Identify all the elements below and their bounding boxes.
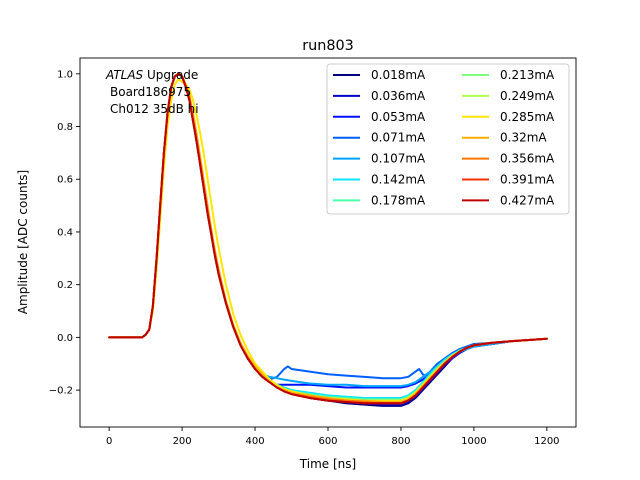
annotation-board: Board186975 bbox=[110, 85, 191, 99]
y-tick-label: −0.2 bbox=[49, 386, 73, 397]
legend-entry: 0.053mA bbox=[333, 110, 426, 124]
y-tick-label: 1.0 bbox=[57, 69, 73, 80]
legend-entry: 0.142mA bbox=[333, 173, 426, 187]
legend-label: 0.142mA bbox=[371, 173, 426, 187]
legend-entry: 0.071mA bbox=[333, 131, 426, 145]
legend-box bbox=[326, 63, 570, 215]
annotation-line-1: ATLAS Upgrade bbox=[105, 68, 198, 82]
legend-entry: 0.285mA bbox=[462, 110, 555, 124]
x-tick-label: 400 bbox=[246, 436, 265, 447]
legend: 0.018mA 0.036mA 0.053mA 0.071mA 0.107mA 0.142… bbox=[333, 68, 555, 207]
legend-entry: 0.356mA bbox=[462, 152, 555, 166]
x-axis-label: Time [ns] bbox=[299, 457, 356, 471]
legend-label: 0.071mA bbox=[371, 131, 426, 145]
y-tick-label: 0.8 bbox=[57, 122, 73, 133]
y-tick-label: 0.0 bbox=[57, 333, 73, 344]
annotation-upgrade: Upgrade bbox=[143, 68, 198, 82]
legend-label: 0.356mA bbox=[500, 152, 555, 166]
legend-entry: 0.107mA bbox=[333, 152, 426, 166]
axis-ticks: 0 200 400 600 800 1000 1200 −0.2 0.0 0.2 0.4 0.6 0.8… bbox=[49, 69, 560, 447]
series-line-0.427mA bbox=[108, 72, 548, 405]
x-tick-label: 800 bbox=[391, 436, 410, 447]
x-tick-label: 200 bbox=[173, 436, 192, 447]
legend-entry: 0.249mA bbox=[462, 89, 555, 103]
legend-label: 0.32mA bbox=[500, 131, 547, 145]
atlas-annotation: ATLAS Upgrade Board186975 Ch012 35dB hi bbox=[105, 68, 199, 116]
legend-label: 0.036mA bbox=[371, 89, 426, 103]
legend-label: 0.053mA bbox=[371, 110, 426, 124]
plot-lines bbox=[108, 72, 548, 407]
legend-label: 0.107mA bbox=[371, 152, 426, 166]
legend-label: 0.249mA bbox=[500, 89, 555, 103]
legend-label: 0.018mA bbox=[371, 68, 426, 82]
legend-label: 0.427mA bbox=[500, 193, 555, 207]
y-tick-label: 0.6 bbox=[57, 175, 73, 186]
legend-entry: 0.427mA bbox=[462, 193, 555, 207]
x-tick-label: 600 bbox=[318, 436, 337, 447]
x-tick-label: 0 bbox=[106, 436, 112, 447]
y-tick-label: 0.4 bbox=[57, 227, 73, 238]
legend-entry: 0.036mA bbox=[333, 89, 426, 103]
annotation-atlas: ATLAS bbox=[105, 68, 144, 82]
annotation-channel: Ch012 35dB hi bbox=[110, 102, 199, 116]
legend-entry: 0.32mA bbox=[462, 131, 547, 145]
legend-entry: 0.178mA bbox=[333, 193, 426, 207]
legend-entry: 0.018mA bbox=[333, 68, 426, 82]
legend-label: 0.391mA bbox=[500, 173, 555, 187]
legend-label: 0.213mA bbox=[500, 68, 555, 82]
x-tick-label: 1000 bbox=[461, 436, 486, 447]
legend-entry: 0.391mA bbox=[462, 173, 555, 187]
chart-title: run803 bbox=[302, 38, 354, 54]
y-axis-label: Amplitude [ADC counts] bbox=[16, 170, 30, 314]
legend-entry: 0.213mA bbox=[462, 68, 555, 82]
axes-frame bbox=[79, 57, 577, 428]
x-tick-label: 1200 bbox=[534, 436, 559, 447]
legend-label: 0.178mA bbox=[371, 193, 426, 207]
y-tick-label: 0.2 bbox=[57, 280, 73, 291]
legend-label: 0.285mA bbox=[500, 110, 555, 124]
